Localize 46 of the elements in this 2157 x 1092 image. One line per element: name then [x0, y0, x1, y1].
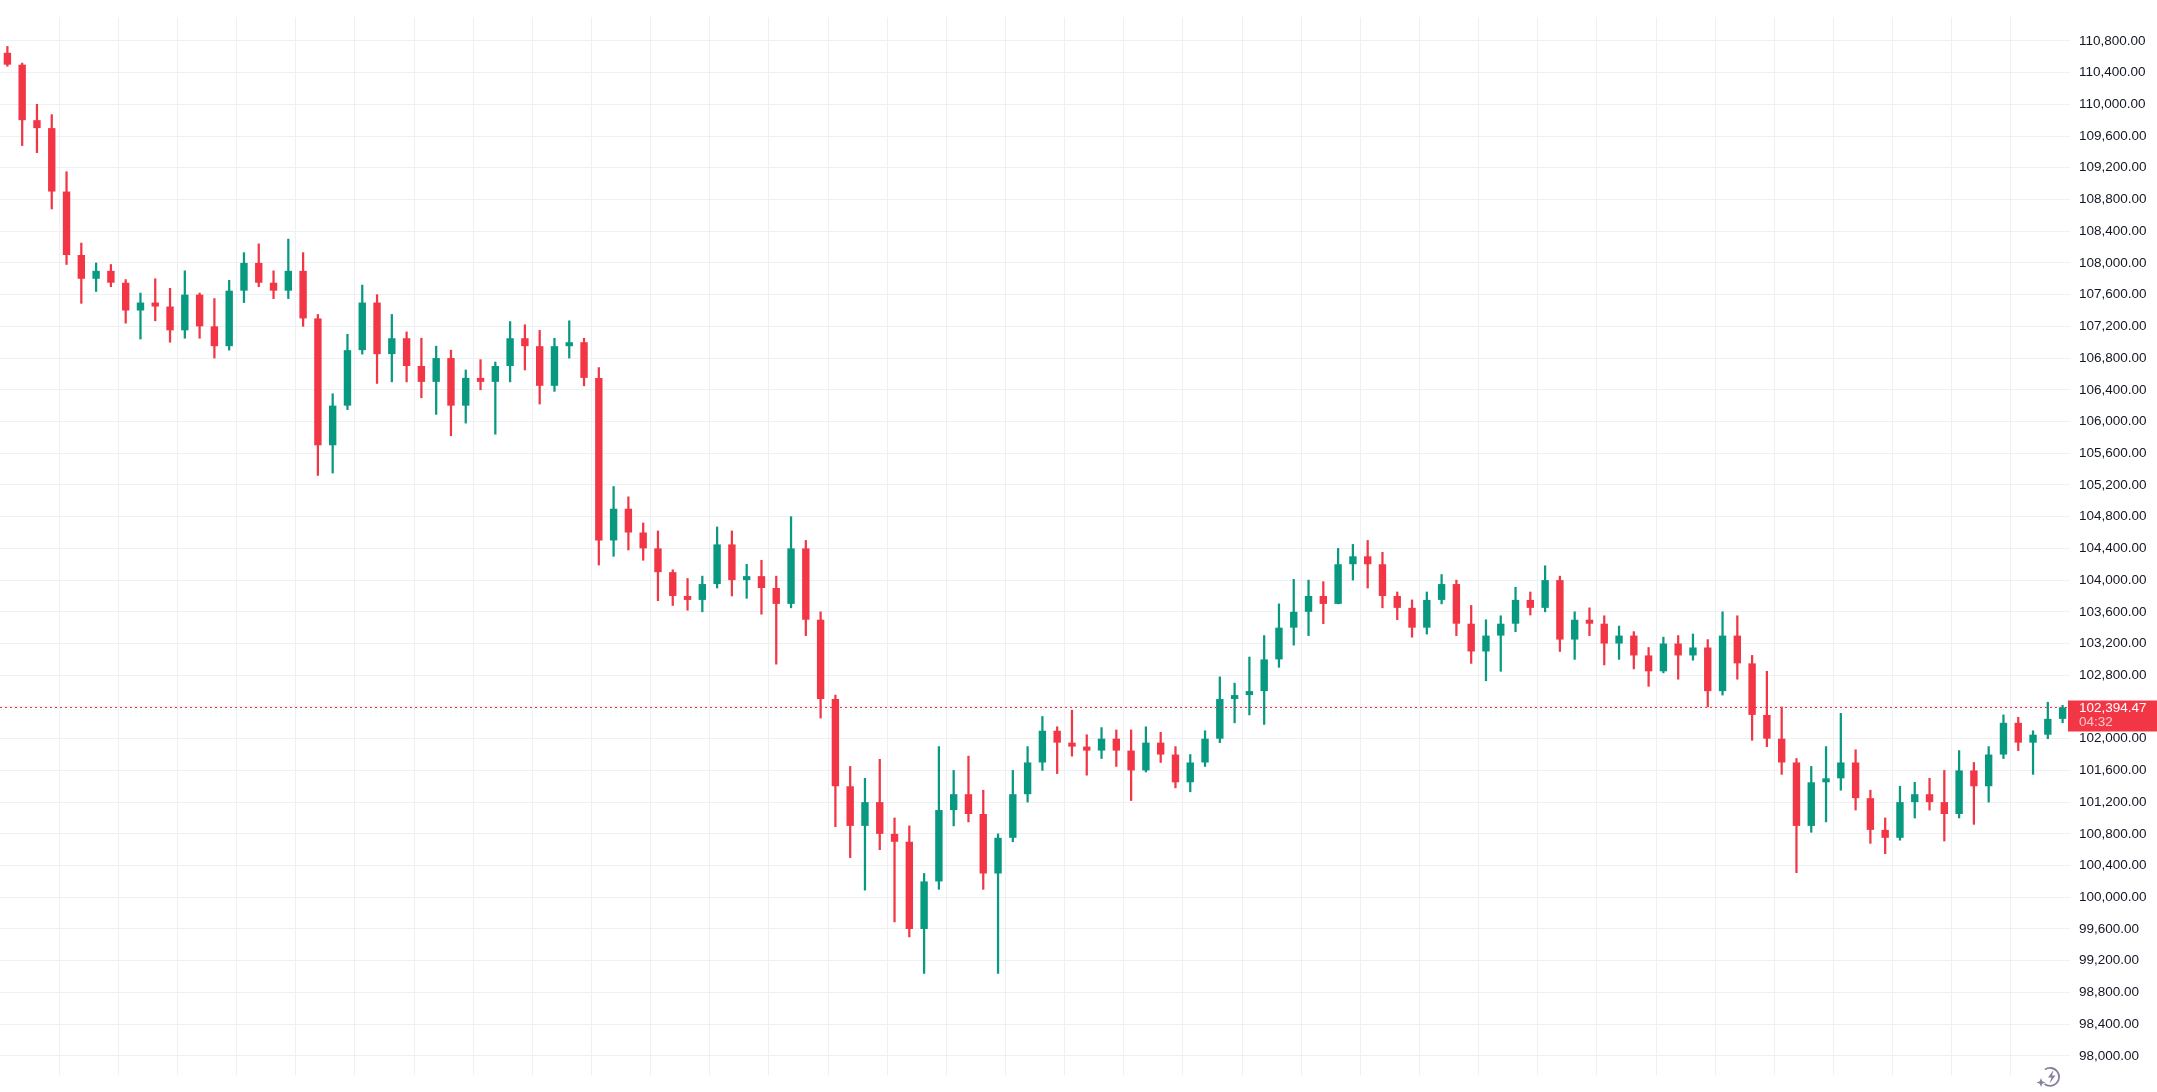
y-tick-label: 105,200.00	[2079, 476, 2147, 492]
candlestick	[417, 337, 426, 399]
candlestick	[476, 359, 485, 391]
y-tick-label: 99,200.00	[2079, 952, 2140, 968]
candlestick	[1230, 682, 1239, 724]
candlestick	[890, 817, 899, 923]
y-tick-label: 104,800.00	[2079, 508, 2147, 524]
y-tick-label: 109,600.00	[2079, 127, 2147, 143]
y-tick-label: 105,600.00	[2079, 444, 2147, 460]
y-tick-label: 100,400.00	[2079, 857, 2147, 873]
candlestick	[757, 559, 766, 615]
y-tick-label: 103,600.00	[2079, 603, 2147, 619]
y-tick-label: 107,600.00	[2079, 286, 2147, 302]
y-tick-label: 102,000.00	[2079, 730, 2147, 746]
candlestick	[1925, 778, 1934, 811]
y-tick-label: 107,200.00	[2079, 318, 2147, 334]
y-tick-label: 98,000.00	[2079, 1047, 2140, 1063]
y-tick-label: 101,200.00	[2079, 793, 2147, 809]
y-tick-label: 101,600.00	[2079, 762, 2147, 778]
candlestick	[269, 270, 278, 299]
y-tick-label: 106,000.00	[2079, 413, 2147, 429]
y-tick-label: 110,400.00	[2079, 64, 2146, 80]
y-tick-label: 99,600.00	[2079, 920, 2140, 936]
ref-line-label: 102,394.47	[2079, 699, 2147, 715]
y-tick-label: 100,800.00	[2079, 825, 2147, 841]
y-tick-label: 100,000.00	[2079, 889, 2147, 904]
y-tick-label: 108,400.00	[2079, 222, 2147, 238]
y-tick-label: 104,400.00	[2079, 540, 2147, 556]
y-tick-label: 102,800.00	[2079, 666, 2147, 682]
candlestick	[1245, 656, 1254, 716]
candlestick	[964, 755, 973, 823]
y-tick-label: 103,200.00	[2079, 635, 2147, 651]
candlestick	[1304, 579, 1313, 636]
y-tick-label: 98,400.00	[2079, 1015, 2140, 1031]
y-tick-label: 109,200.00	[2079, 159, 2147, 175]
y-tick-label: 104,000.00	[2079, 571, 2147, 587]
y-tick-label: 108,800.00	[2079, 191, 2147, 207]
candlestick	[683, 578, 692, 611]
y-tick-label: 106,400.00	[2079, 381, 2147, 397]
y-tick-label: 106,800.00	[2079, 349, 2147, 365]
text: 04:32	[2079, 713, 2113, 729]
y-tick-label: 98,800.00	[2079, 984, 2140, 1000]
y-tick-label: 110,000.00	[2079, 96, 2146, 112]
y-tick-label: 110,800.00	[2079, 32, 2146, 48]
y-tick-label: 108,000.00	[2079, 254, 2147, 270]
candlestick	[1585, 607, 1594, 636]
